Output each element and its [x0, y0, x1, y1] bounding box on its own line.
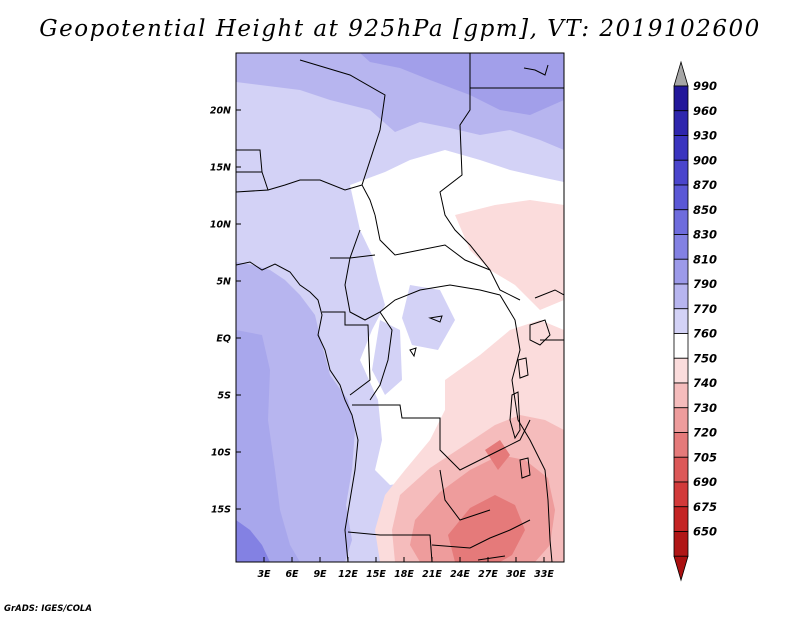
field-ocean-830	[236, 520, 270, 562]
border-angola-zambia	[347, 519, 531, 562]
colorbar-label: 740	[693, 376, 717, 390]
lat-label: EQ	[216, 334, 231, 345]
lat-label: 10S	[211, 448, 231, 459]
colorbar-label: 675	[693, 500, 717, 514]
lon-label: 33E	[534, 569, 554, 580]
colorbar: 990 960 930 900 870 850 830 810 790 770 760 750 740 7…	[673, 60, 717, 582]
colorbar-swatch	[673, 333, 689, 359]
colorbar-label: 990	[693, 79, 717, 93]
lat-label: 5N	[216, 277, 231, 288]
colorbar-label: 830	[693, 228, 717, 242]
border-zambia	[439, 469, 491, 521]
field-patch-720	[485, 440, 510, 470]
colorbar-swatch	[673, 506, 689, 532]
lon-label: 3E	[257, 569, 271, 580]
border-sinai	[523, 64, 549, 76]
colorbar-label: 900	[693, 153, 717, 167]
field-patch-770	[402, 285, 455, 350]
lon-label: 15E	[366, 569, 386, 580]
lon-axis: 3E 6E 9E 12E 15E 18E 21E 24E 27E 30E 33E	[257, 557, 554, 580]
lat-label: 5S	[218, 391, 232, 402]
colorbar-label: 770	[693, 302, 717, 316]
lon-label: 24E	[450, 569, 470, 580]
map-frame	[235, 52, 565, 563]
colorbar-label: 810	[693, 252, 717, 266]
credit-label: GrADS: IGES/COLA	[4, 604, 92, 614]
field-ocean-810	[236, 330, 300, 562]
colorbar-label: 930	[693, 129, 717, 143]
colorbar-swatch	[673, 258, 689, 285]
colorbar-label: 705	[693, 450, 717, 464]
border-east-lakes	[499, 294, 553, 562]
colorbar-swatch	[673, 407, 689, 433]
border-car-north	[374, 214, 491, 271]
colorbar-label: 960	[693, 104, 717, 118]
colorbar-swatch	[673, 456, 689, 483]
colorbar-label: 850	[693, 203, 717, 217]
country-borders	[236, 53, 564, 562]
colorbar-swatch	[673, 308, 689, 334]
lat-label: 15S	[211, 505, 231, 516]
colorbar-swatch	[673, 85, 689, 112]
colorbar-top-arrow	[673, 60, 689, 87]
colorbar-label: 720	[693, 426, 717, 440]
colorbar-label: 760	[693, 327, 717, 341]
chart-title: Geopotential Height at 925hPa [gpm], VT:…	[39, 16, 761, 42]
colorbar-label: 730	[693, 401, 717, 415]
border-algeria-niger	[299, 59, 386, 216]
lon-label: 12E	[338, 569, 358, 580]
field-north-810	[360, 53, 564, 115]
lat-label: 20N	[210, 106, 231, 117]
colorbar-swatch	[673, 382, 689, 409]
colorbar-swatch	[673, 234, 689, 260]
colorbar-swatch	[673, 481, 689, 508]
colorbar-label: 750	[693, 351, 717, 365]
lon-label: 18E	[394, 569, 414, 580]
border-uganda-kenya	[534, 289, 564, 341]
lon-label: 21E	[422, 569, 442, 580]
colorbar-swatch	[673, 135, 689, 161]
coastline	[236, 261, 359, 562]
lon-label: 9E	[313, 569, 327, 580]
colorbar-swatch	[673, 209, 689, 235]
colorbar-bottom-arrow	[673, 555, 689, 582]
lon-ticks	[263, 557, 545, 562]
colorbar-swatch	[673, 432, 689, 458]
colorbar-swatch	[673, 159, 689, 186]
lon-label: 30E	[506, 569, 526, 580]
lat-axis: 20N 15N 10N 5N EQ 5S 10S 15S	[210, 106, 241, 516]
colorbar-label: 870	[693, 178, 717, 192]
colorbar-label: 650	[693, 525, 717, 539]
lon-label: 6E	[285, 569, 299, 580]
border-west	[236, 149, 363, 193]
lat-ticks	[236, 109, 241, 510]
border-drc-angola	[352, 404, 531, 471]
height-field	[236, 53, 564, 562]
lat-label: 10N	[210, 220, 231, 231]
colorbar-swatch	[673, 531, 689, 557]
field-south-720	[448, 495, 525, 562]
lat-label: 15N	[210, 163, 231, 174]
colorbar-swatch	[673, 184, 689, 211]
border-gabon-congo	[322, 311, 393, 401]
colorbar-swatch	[673, 283, 689, 310]
lon-label: 27E	[478, 569, 498, 580]
colorbar-swatch	[673, 357, 689, 384]
border-libya-chad-sudan	[439, 53, 521, 301]
colorbar-label: 790	[693, 277, 717, 291]
colorbar-label: 690	[693, 475, 717, 489]
lakes	[409, 315, 551, 561]
field-east-750	[455, 200, 564, 310]
field-patch-770b	[372, 320, 402, 395]
colorbar-swatch	[673, 110, 689, 136]
